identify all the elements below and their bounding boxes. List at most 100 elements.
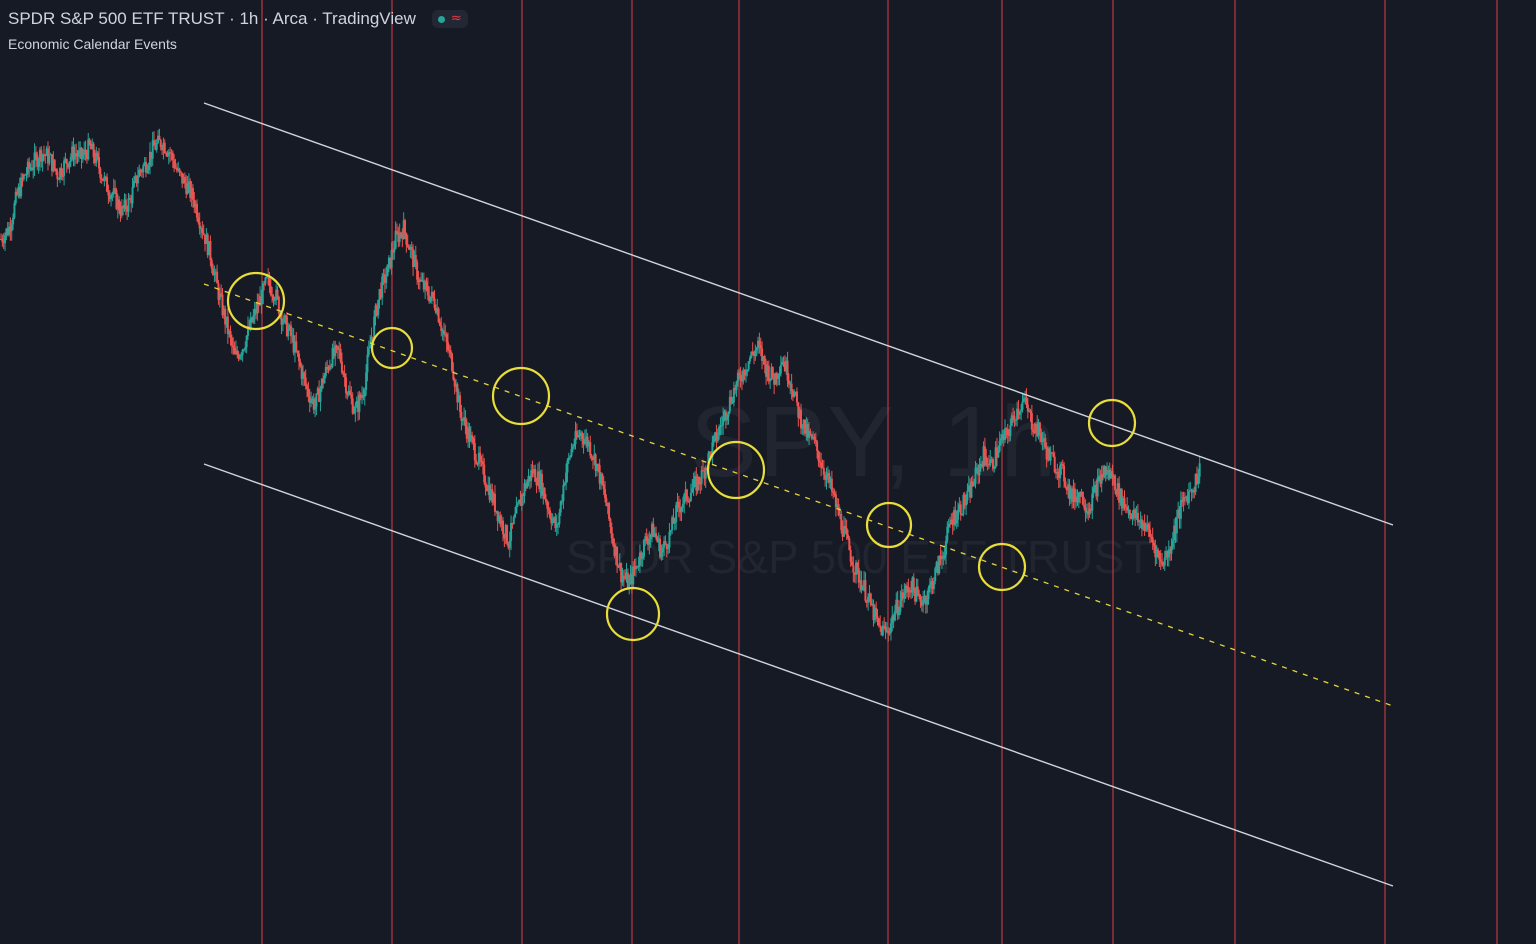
candle-body [93,157,96,163]
candle-body [1104,466,1107,475]
candle-body [304,377,307,386]
candle-body [91,143,94,150]
candle-body [143,161,146,166]
candle-body [96,152,99,157]
candle-body [821,467,824,469]
candle-body [120,206,123,216]
candle-body [1095,484,1098,497]
candle-body [330,365,333,367]
candle-body [375,305,378,316]
candle-body [1028,410,1031,412]
candle-body [297,353,300,362]
candle-body [1112,475,1115,479]
market-status-pill[interactable]: ≈ [431,10,468,28]
candle-body [971,481,974,486]
channel-midline [203,283,1394,707]
candle-body [786,360,789,381]
candle-body [1008,434,1011,436]
candle-body [124,199,127,210]
candle-body [464,417,467,427]
candle-body [800,409,802,429]
candle-body [1076,496,1079,503]
candle-body [710,451,713,458]
candle-body [2,241,5,244]
candle-body [633,566,636,570]
candle-body [502,520,505,535]
candle-body [479,452,482,461]
candle-body [559,501,562,513]
candle-body [29,167,32,169]
candle-body [546,502,549,509]
candle-body [757,340,760,348]
candle-body [1055,472,1058,474]
candle-body [373,316,376,337]
candle-body [581,432,584,440]
candle-body [948,523,951,525]
candle-body [708,451,711,454]
candle-body [186,183,189,194]
candle-body [508,540,511,548]
candle-body [37,161,40,167]
indicator-label[interactable]: Economic Calendar Events [8,36,177,52]
candle-body [714,432,717,437]
candle-body [955,519,958,524]
candle-body [259,296,262,306]
candle-body [174,167,177,169]
candle-body [667,547,670,549]
candle-body [284,315,287,317]
candle-body [961,514,964,516]
candle-body [315,393,318,407]
candle-body [869,593,872,606]
candle-body [218,293,221,300]
candle-body [390,249,393,268]
candle-body [481,461,484,465]
candle-body [426,286,429,296]
candle-body [924,596,927,605]
candle-body [30,167,33,170]
candle-body [238,355,241,359]
candle-body [668,531,671,548]
candle-body [1100,474,1103,484]
candle-body [923,596,926,600]
candle-body [25,173,28,175]
candle-body [402,220,405,240]
candle-body [664,541,667,545]
channel-layer [203,102,1394,887]
candle-body [446,342,449,351]
candle-body [649,534,652,539]
candle-body [245,335,248,348]
candle-body [1046,448,1049,460]
symbol-title[interactable]: SPDR S&P 500 ETF TRUST · 1h · Arca · Tra… [8,9,416,28]
candle-body [496,510,499,522]
candle-body [614,546,617,556]
candle-body [785,360,788,371]
candle-body [516,503,519,506]
touch-circle [865,501,913,549]
candle-body [726,416,729,421]
candle-body [202,232,205,235]
candle-body [318,388,321,402]
candle-body [319,388,322,402]
candle-body [154,145,157,150]
candle-body [630,573,633,585]
candle-body [853,572,856,575]
candle-body [744,371,747,376]
candle-body [1071,488,1074,502]
candle-body [931,581,934,589]
candle-body [676,501,679,505]
candle-body [506,525,509,544]
candle-body [628,580,631,589]
candle-body [625,572,628,579]
candle-body [1052,453,1055,457]
candle-body [1051,452,1054,454]
candle-body [622,575,625,578]
candle-body [904,585,907,593]
candle-body [1154,546,1157,558]
candle-body [307,388,310,397]
candle-body [213,272,216,276]
candle-body [977,467,980,476]
candle-body [722,416,725,426]
candle-body [1107,469,1110,473]
